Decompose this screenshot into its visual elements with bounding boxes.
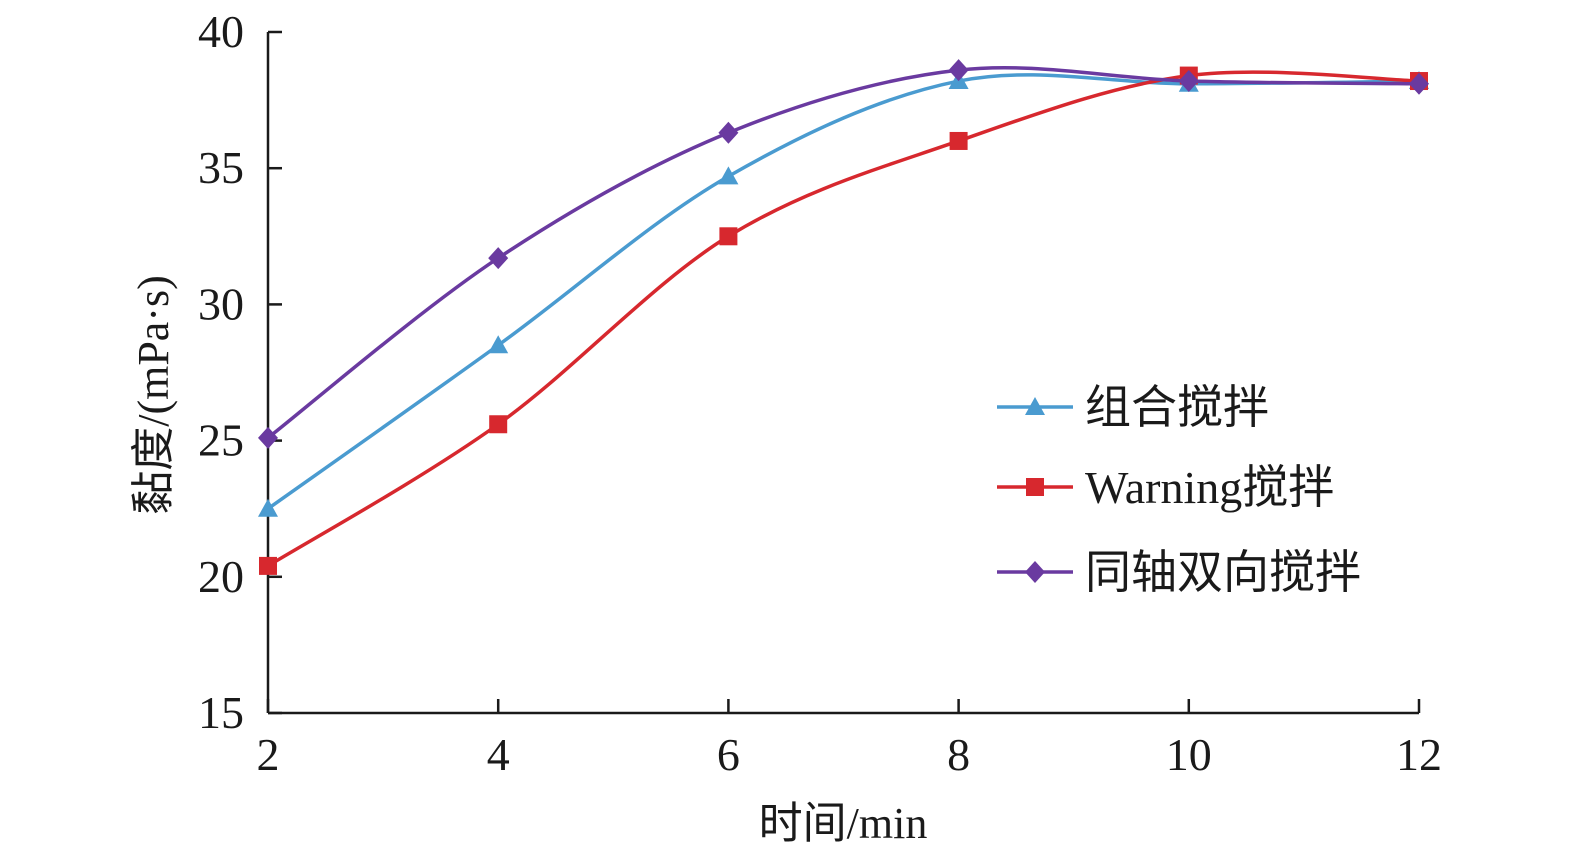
y-tick-label: 35 bbox=[198, 142, 244, 193]
x-axis-title: 时间/min bbox=[759, 799, 928, 848]
data-point bbox=[258, 498, 278, 517]
data-point bbox=[259, 556, 277, 575]
y-tick-label: 15 bbox=[198, 687, 244, 738]
data-point bbox=[718, 166, 739, 185]
x-tick-label: 2 bbox=[257, 729, 280, 780]
data-point bbox=[1409, 72, 1429, 95]
series-layer bbox=[258, 59, 1429, 575]
series-line bbox=[266, 65, 1420, 440]
data-point bbox=[718, 121, 739, 144]
data-point bbox=[488, 335, 509, 354]
y-tick-label: 25 bbox=[198, 415, 244, 466]
legend-marker bbox=[1026, 478, 1044, 496]
y-tick-label: 40 bbox=[198, 6, 244, 57]
data-point bbox=[258, 426, 278, 449]
data-point bbox=[488, 247, 509, 270]
y-tick-label: 30 bbox=[198, 278, 244, 329]
legend-entry: 组合搅拌 bbox=[997, 382, 1269, 433]
series-line bbox=[267, 70, 1420, 568]
axes: 15 20 25 30 35 40 2 4 6 8 10 12 bbox=[198, 6, 1442, 780]
x-tick-label: 6 bbox=[717, 729, 740, 780]
data-point bbox=[719, 227, 738, 246]
series-1 bbox=[258, 71, 1429, 517]
data-point bbox=[948, 59, 969, 82]
legend-marker bbox=[1025, 561, 1045, 583]
x-tick-label: 10 bbox=[1166, 729, 1212, 780]
legend-marker bbox=[1025, 397, 1045, 415]
legend-label: 组合搅拌 bbox=[1085, 382, 1269, 433]
legend-entry: Warning搅拌 bbox=[997, 462, 1334, 513]
data-point bbox=[1178, 70, 1199, 93]
legend-label: 同轴双向搅拌 bbox=[1085, 547, 1361, 598]
x-tick-label: 8 bbox=[947, 729, 970, 780]
data-point bbox=[949, 131, 968, 150]
x-tick-label: 4 bbox=[487, 729, 510, 780]
series-line bbox=[266, 73, 1420, 511]
series-3 bbox=[258, 59, 1429, 449]
data-point bbox=[489, 415, 508, 434]
y-axis-title: 黏度/(mPa·s) bbox=[129, 275, 178, 515]
x-tick-label: 12 bbox=[1396, 729, 1442, 780]
legend-entry: 同轴双向搅拌 bbox=[997, 547, 1361, 598]
legend-label: Warning搅拌 bbox=[1085, 462, 1334, 513]
y-tick-label: 20 bbox=[198, 551, 244, 602]
